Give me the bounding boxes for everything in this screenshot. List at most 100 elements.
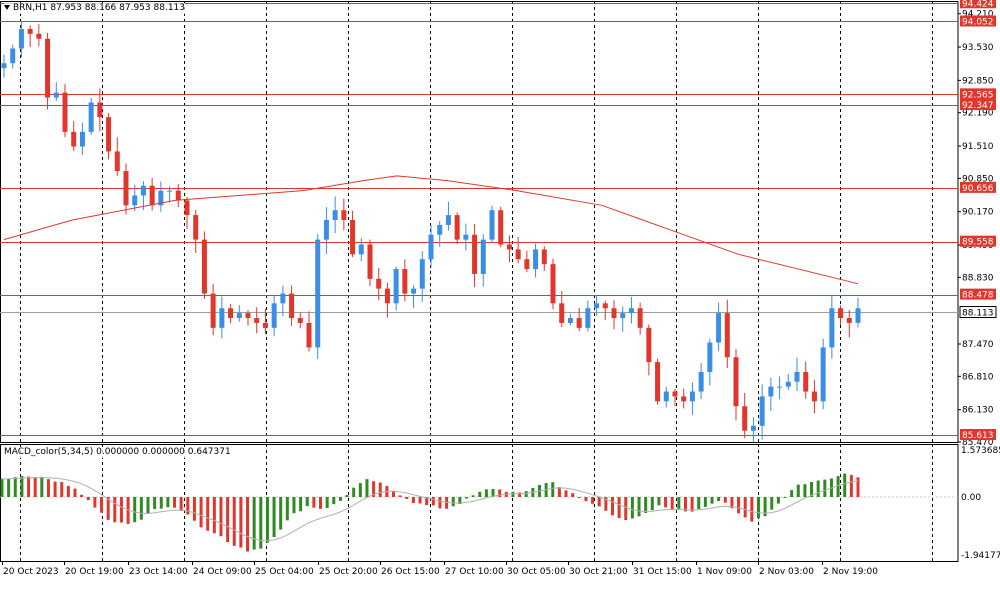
bull-candle[interactable]	[315, 239, 321, 348]
bear-candle[interactable]	[36, 33, 42, 39]
bear-candle[interactable]	[254, 318, 260, 323]
bull-candle[interactable]	[855, 308, 861, 323]
bull-candle[interactable]	[585, 308, 591, 328]
bull-candle[interactable]	[489, 210, 495, 240]
bull-candle[interactable]	[463, 234, 469, 240]
bear-candle[interactable]	[524, 259, 530, 270]
bull-candle[interactable]	[280, 293, 286, 304]
bear-candle[interactable]	[472, 234, 478, 274]
bear-candle[interactable]	[201, 239, 207, 294]
bull-candle[interactable]	[480, 239, 486, 274]
bear-candle[interactable]	[45, 38, 51, 98]
price-level-tag[interactable]	[960, 15, 996, 27]
bear-candle[interactable]	[550, 264, 556, 304]
bear-candle[interactable]	[506, 244, 512, 250]
bear-candle[interactable]	[646, 327, 652, 363]
bull-candle[interactable]	[53, 92, 59, 98]
bear-candle[interactable]	[106, 117, 112, 152]
bull-candle[interactable]	[271, 303, 277, 328]
bear-candle[interactable]	[742, 406, 748, 431]
bear-candle[interactable]	[193, 215, 199, 240]
bear-candle[interactable]	[733, 357, 739, 407]
bear-candle[interactable]	[803, 371, 809, 392]
indicator-title[interactable]: MACD_color(5,34,5) 0.000000 0.000000 0.6…	[4, 447, 231, 458]
bull-candle[interactable]	[158, 190, 164, 206]
bull-candle[interactable]	[567, 318, 573, 323]
bull-candle[interactable]	[358, 244, 364, 255]
bear-candle[interactable]	[289, 293, 295, 319]
bear-candle[interactable]	[515, 249, 521, 260]
bear-candle[interactable]	[402, 269, 408, 294]
bull-candle[interactable]	[140, 185, 146, 196]
bear-candle[interactable]	[27, 28, 33, 34]
bear-candle[interactable]	[123, 171, 129, 206]
bull-candle[interactable]	[18, 28, 24, 49]
bear-candle[interactable]	[262, 322, 268, 328]
bull-candle[interactable]	[663, 391, 669, 402]
bear-candle[interactable]	[454, 215, 460, 240]
bull-candle[interactable]	[419, 259, 425, 289]
bear-candle[interactable]	[811, 391, 817, 402]
bull-candle[interactable]	[716, 313, 722, 343]
symbol-info-header[interactable]: BRN,H1 87.953 88.166 87.953 88.113	[4, 3, 186, 14]
bull-candle[interactable]	[594, 303, 600, 309]
bull-candle[interactable]	[777, 386, 783, 388]
bull-candle[interactable]	[332, 210, 338, 221]
bull-candle[interactable]	[794, 371, 800, 382]
bear-candle[interactable]	[297, 318, 303, 323]
bull-candle[interactable]	[79, 131, 85, 147]
bear-candle[interactable]	[498, 210, 504, 245]
bull-candle[interactable]	[785, 381, 791, 387]
bear-candle[interactable]	[306, 322, 312, 348]
bull-candle[interactable]	[698, 371, 704, 392]
bear-candle[interactable]	[384, 288, 390, 304]
bull-candle[interactable]	[759, 396, 765, 426]
bull-candle[interactable]	[428, 234, 434, 260]
bear-candle[interactable]	[724, 313, 730, 358]
price-level-tag[interactable]	[960, 0, 996, 9]
bull-candle[interactable]	[323, 220, 329, 240]
bear-candle[interactable]	[184, 200, 190, 216]
bear-candle[interactable]	[637, 308, 643, 328]
bear-candle[interactable]	[838, 308, 844, 319]
price-level-tag[interactable]	[960, 88, 996, 100]
bull-candle[interactable]	[10, 48, 16, 64]
bull-candle[interactable]	[829, 308, 835, 348]
bull-candle[interactable]	[689, 391, 695, 402]
price-level-tag[interactable]	[960, 99, 996, 111]
bull-candle[interactable]	[167, 190, 173, 192]
bull-candle[interactable]	[437, 224, 443, 235]
bull-candle[interactable]	[445, 215, 451, 225]
bull-candle[interactable]	[707, 342, 713, 372]
price-level-tag[interactable]	[960, 288, 996, 300]
bear-candle[interactable]	[541, 249, 547, 265]
bear-candle[interactable]	[350, 220, 356, 255]
bear-candle[interactable]	[611, 308, 617, 319]
bear-candle[interactable]	[228, 308, 234, 319]
bull-candle[interactable]	[628, 308, 634, 314]
bear-candle[interactable]	[62, 92, 68, 132]
bull-candle[interactable]	[820, 347, 826, 402]
bear-candle[interactable]	[655, 362, 661, 402]
bear-candle[interactable]	[175, 190, 181, 201]
bull-candle[interactable]	[236, 313, 242, 319]
bear-candle[interactable]	[114, 151, 120, 172]
bull-candle[interactable]	[132, 195, 138, 206]
price-level-tag[interactable]	[960, 181, 996, 193]
bull-candle[interactable]	[533, 249, 539, 270]
bear-candle[interactable]	[149, 185, 155, 206]
bear-candle[interactable]	[376, 278, 382, 289]
bear-candle[interactable]	[341, 210, 347, 221]
bear-candle[interactable]	[97, 102, 103, 118]
bear-candle[interactable]	[71, 131, 77, 147]
bear-candle[interactable]	[681, 396, 687, 402]
bull-candle[interactable]	[768, 386, 774, 397]
bear-candle[interactable]	[576, 318, 582, 328]
bear-candle[interactable]	[846, 318, 852, 323]
bear-candle[interactable]	[559, 303, 565, 323]
bear-candle[interactable]	[672, 391, 678, 397]
bull-candle[interactable]	[88, 102, 94, 132]
bull-candle[interactable]	[411, 288, 417, 294]
